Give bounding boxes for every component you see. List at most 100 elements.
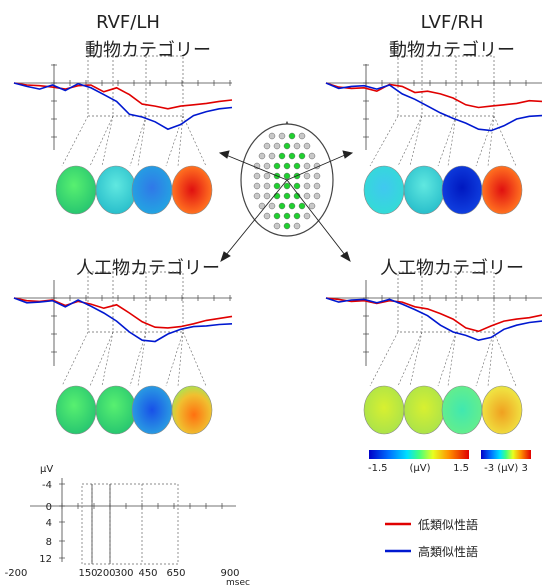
electrode [273,142,281,150]
electrode [303,142,311,150]
electrode [253,172,261,180]
waveform-high-similarity [13,297,233,343]
column-header-right: LVF/RH [421,12,484,33]
scale-x-tick-label: -200 [5,568,28,579]
electrode [298,132,306,140]
electrode [293,142,301,150]
scale-y-tick-label: 4 [46,518,52,529]
electrode [308,202,316,210]
waveform-high-similarity [325,297,542,342]
electrode [273,182,281,190]
electrode [283,172,291,180]
electrode [283,212,291,220]
legend: 低類似性語 高類似性語 [385,517,478,559]
waveform-low-similarity [13,82,233,110]
connector-line [369,331,399,387]
waveform-high-similarity [325,82,542,132]
topomap-head [363,385,405,435]
electrode [303,192,311,200]
colorbar-gradient [481,450,531,459]
panel-title-tr: 動物カテゴリー [389,40,515,61]
scale-unit: µV [40,464,53,475]
scale-y-tick-label: 0 [46,502,52,513]
topomap-head [403,385,445,435]
electrode [263,142,271,150]
connector-line [437,115,457,167]
connector-line [493,331,517,387]
electrode [313,172,321,180]
electrode [288,132,296,140]
erp-panel-bottom-right [325,271,542,387]
topomap-row-top-right [363,165,523,215]
colorbar-1: -1.5 (µV) 1.5 [368,450,469,474]
electrode [268,132,276,140]
colorbar-2: -3 (µV) 3 [481,450,531,474]
electrode [263,172,271,180]
topomap-head [95,165,137,215]
topomap-head [131,385,173,435]
colorbar-gradient [369,450,469,459]
connector-line [437,331,457,387]
electrode [273,212,281,220]
scale-y-tick-label: -4 [42,480,52,491]
colorbar-label: -3 (µV) 3 [484,463,528,474]
electrode [278,132,286,140]
electrode [273,192,281,200]
connector-line [101,331,114,387]
column-header-left: RVF/LH [96,12,160,33]
scale-x-tick-label: 300 [114,568,133,579]
erp-panel-top-left [13,55,233,167]
connector-line [397,331,423,387]
window-box [397,271,495,333]
electrode [253,192,261,200]
connector-line [369,115,399,167]
electrode [283,182,291,190]
connector-line [475,115,495,167]
waveform-low-similarity [325,297,542,333]
waveform-low-similarity [13,297,233,329]
connector-line [182,115,207,167]
topomap-row-bottom-right [363,385,523,435]
electrode [298,152,306,160]
topomap-head [171,165,213,215]
waveform-high-similarity [13,82,233,131]
connector-line [61,331,89,387]
electrode [288,152,296,160]
erp-panel-bottom-left [13,271,233,387]
panel-title-br: 人工物カテゴリー [380,258,524,279]
electrode [293,162,301,170]
electrode [273,162,281,170]
waveform-low-similarity [325,82,542,109]
electrode [288,202,296,210]
topomap-row-top-left [55,165,213,215]
connector-line [89,115,114,167]
electrode [313,192,321,200]
window-box [87,271,184,333]
scale-x-tick-label: 650 [166,568,185,579]
electrode [268,202,276,210]
electrode [283,142,291,150]
electrode [303,212,311,220]
electrode [303,172,311,180]
electrode [303,162,311,170]
electrode [278,202,286,210]
electrode [293,182,301,190]
connector-line [165,331,184,387]
window-box [87,55,184,117]
topomap-head [55,165,97,215]
x-axis-unit: msec [226,578,250,588]
scale-x-tick-label: 200 [96,568,115,579]
electrode [308,152,316,160]
connector-line [447,115,457,167]
connector-line [409,331,423,387]
topomap-head [481,385,523,435]
electrode-grid [253,132,321,230]
connector-line [447,331,457,387]
connector-line [177,331,184,387]
panel-title-bl: 人工物カテゴリー [76,258,220,279]
electrode [298,202,306,210]
electrode [268,152,276,160]
electrode [313,182,321,190]
panel-title-tl: 動物カテゴリー [85,40,211,61]
electrode [283,192,291,200]
